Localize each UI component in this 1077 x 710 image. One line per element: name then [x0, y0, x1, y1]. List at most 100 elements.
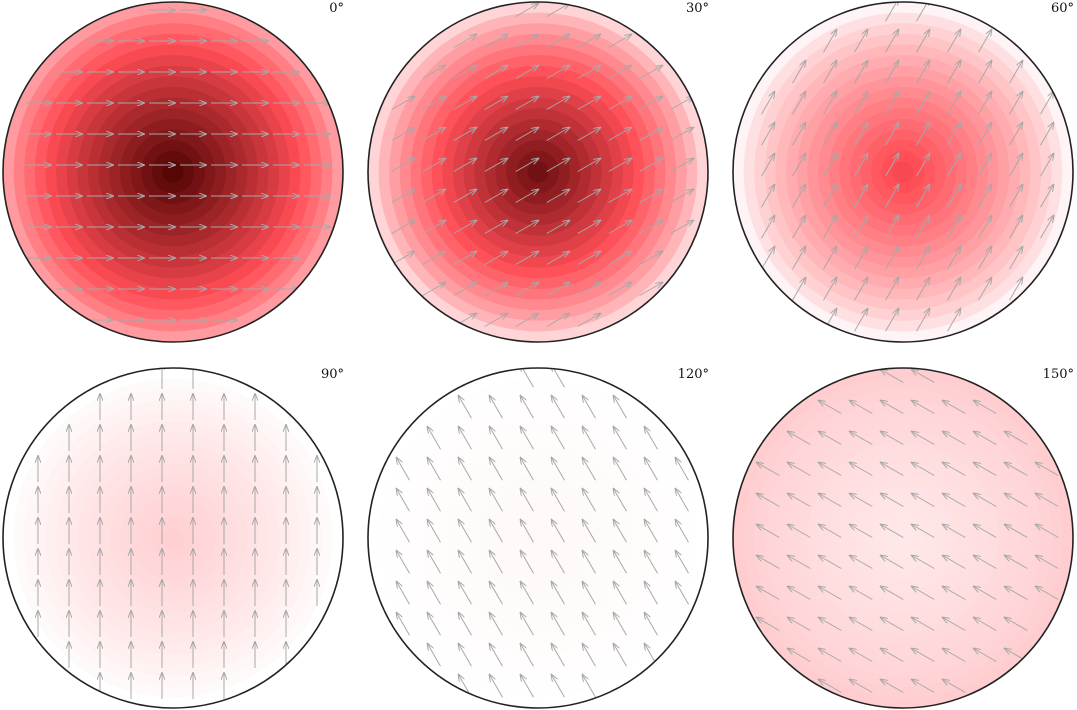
arrow-icon	[854, 61, 868, 84]
arrow-icon	[943, 649, 966, 662]
arrow-icon	[422, 66, 446, 79]
arrow-icon	[974, 556, 997, 569]
arrow-icon	[670, 97, 694, 110]
arrow-icon	[1009, 92, 1023, 115]
arrow-icon	[757, 618, 780, 631]
arrow-icon	[823, 30, 837, 53]
arrow-icon	[552, 644, 565, 667]
arrow-icon	[854, 216, 868, 239]
arrow-icon	[912, 556, 935, 569]
arrow-icon	[521, 675, 534, 698]
arrow-icon	[912, 370, 935, 383]
arrow-icon	[459, 489, 472, 512]
arrow-icon	[614, 489, 627, 512]
arrow-icon	[1005, 587, 1028, 600]
arrow-icon	[614, 520, 627, 543]
arrow-icon	[608, 97, 632, 110]
arrow-icon	[391, 252, 415, 265]
arrow-icon	[916, 309, 930, 332]
arrow-icon	[515, 252, 539, 265]
arrow-icon	[453, 35, 477, 48]
arrow-icon	[823, 185, 837, 208]
arrow-icon	[484, 159, 508, 172]
arrow-icon	[459, 582, 472, 605]
arrow-icon	[577, 97, 601, 110]
vector-field-arrows	[397, 368, 689, 698]
arrow-icon	[1005, 525, 1028, 538]
arrow-icon	[490, 458, 503, 481]
arrow-icon	[916, 278, 930, 301]
panel-circle	[2, 367, 344, 709]
arrow-icon	[583, 644, 596, 667]
arrow-icon	[515, 66, 539, 79]
arrow-icon	[854, 247, 868, 270]
arrow-icon	[881, 680, 904, 693]
arrow-icon	[1009, 216, 1023, 239]
arrow-icon	[484, 221, 508, 234]
arrow-icon	[854, 92, 868, 115]
arrow-icon	[974, 494, 997, 507]
arrow-icon	[645, 613, 658, 636]
arrow-icon	[943, 432, 966, 445]
arrow-icon	[761, 247, 775, 270]
arrow-icon	[397, 458, 410, 481]
arrow-icon	[1036, 494, 1059, 507]
arrow-icon	[850, 401, 873, 414]
panel-30deg: 30°	[367, 1, 709, 343]
arrow-icon	[1040, 123, 1054, 146]
vector-field-arrows	[38, 368, 317, 699]
arrow-icon	[1009, 247, 1023, 270]
arrow-icon	[947, 92, 961, 115]
arrow-icon	[422, 190, 446, 203]
arrow-icon	[546, 97, 570, 110]
arrow-icon	[614, 427, 627, 450]
arrow-icon	[881, 587, 904, 600]
arrow-icon	[422, 221, 446, 234]
arrow-icon	[819, 432, 842, 445]
arrow-icon	[422, 97, 446, 110]
arrow-icon	[453, 97, 477, 110]
arrow-icon	[912, 401, 935, 414]
arrow-icon	[1036, 525, 1059, 538]
arrow-icon	[792, 247, 806, 270]
arrow-icon	[881, 401, 904, 414]
arrow-icon	[614, 644, 627, 667]
arrow-icon	[397, 582, 410, 605]
arrow-icon	[788, 587, 811, 600]
contour-level	[162, 527, 184, 549]
arrow-icon	[819, 680, 842, 693]
arrow-icon	[916, 92, 930, 115]
arrow-icon	[459, 458, 472, 481]
arrow-icon	[391, 128, 415, 141]
arrow-icon	[515, 128, 539, 141]
arrow-icon	[1040, 216, 1054, 239]
arrow-icon	[422, 128, 446, 141]
arrow-icon	[943, 525, 966, 538]
arrow-icon	[881, 370, 904, 383]
arrow-icon	[670, 128, 694, 141]
arrow-icon	[978, 30, 992, 53]
arrow-icon	[819, 587, 842, 600]
arrow-icon	[608, 35, 632, 48]
panel-150deg: 150°	[732, 367, 1074, 709]
arrow-icon	[515, 190, 539, 203]
arrow-icon	[885, 92, 899, 115]
arrow-icon	[1005, 494, 1028, 507]
arrow-icon	[788, 463, 811, 476]
arrow-icon	[850, 618, 873, 631]
arrow-icon	[819, 618, 842, 631]
arrow-icon	[484, 35, 508, 48]
arrow-icon	[885, 30, 899, 53]
arrow-icon	[422, 283, 446, 296]
arrow-icon	[854, 30, 868, 53]
arrow-icon	[757, 587, 780, 600]
arrow-icon	[639, 221, 663, 234]
arrow-icon	[459, 613, 472, 636]
arrow-icon	[639, 97, 663, 110]
arrow-icon	[670, 221, 694, 234]
arrow-icon	[947, 247, 961, 270]
arrow-icon	[761, 92, 775, 115]
arrow-icon	[608, 221, 632, 234]
angle-label: 150°	[1043, 367, 1074, 382]
arrow-icon	[819, 463, 842, 476]
